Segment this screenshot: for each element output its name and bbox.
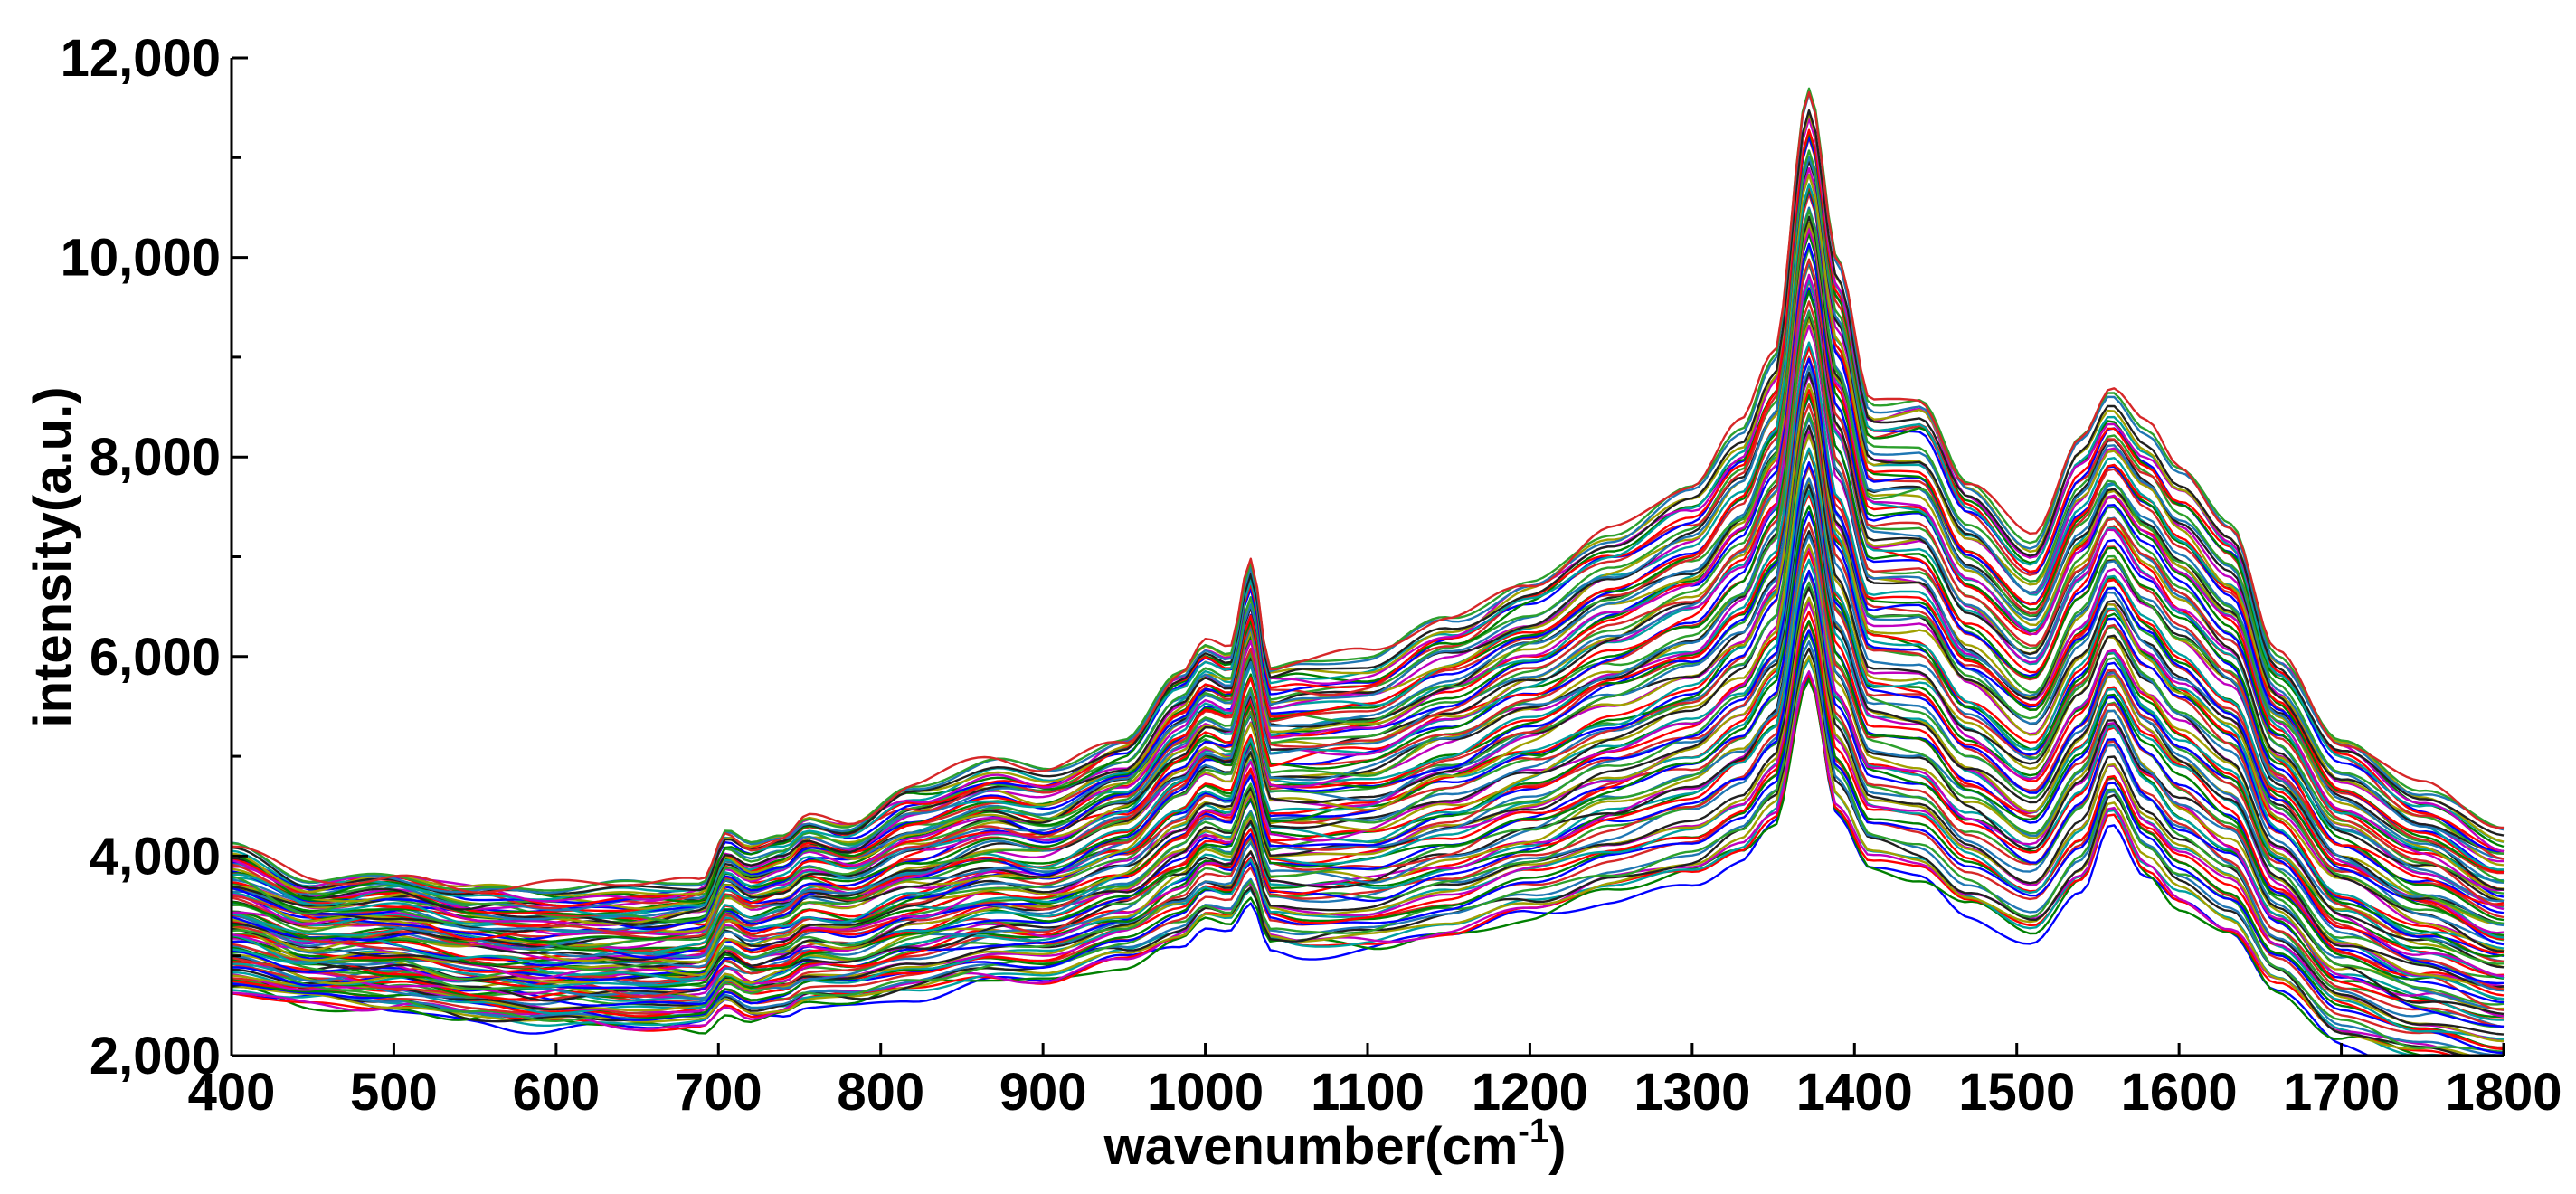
spectrum-line — [232, 222, 2505, 925]
y-tick-label: 2,000 — [90, 1027, 221, 1085]
spectrum-line — [231, 480, 2505, 990]
spectrum-line — [231, 670, 2504, 1057]
x-axis-label-suffix: ) — [1548, 1117, 1566, 1176]
x-tick-label: 800 — [837, 1063, 924, 1122]
spectrum-line — [231, 183, 2505, 916]
x-ticks: 400 500 600 700 800 900 1000 1100 1200 1300 1400 15… — [188, 1043, 2562, 1122]
spectrum-line — [231, 118, 2505, 903]
spectrum-line — [231, 228, 2505, 927]
x-tick-label: 500 — [350, 1063, 438, 1122]
y-tick-label: 12,000 — [61, 29, 221, 88]
y-tick-label: 8,000 — [90, 428, 221, 487]
spectrum-line — [231, 184, 2505, 915]
spectrum-line — [231, 412, 2505, 971]
x-tick-label: 1700 — [2283, 1063, 2400, 1122]
spectrum-line — [232, 558, 2505, 1021]
spectrum-line — [231, 629, 2505, 1055]
spectrum-line — [231, 521, 2505, 1011]
spectrum-line — [231, 510, 2505, 1004]
series-group — [231, 87, 2505, 1057]
x-tick-label: 1400 — [1796, 1063, 1913, 1122]
x-tick-label: 700 — [675, 1063, 762, 1122]
x-axis-label: wavenumber(cm-1) — [1103, 1113, 1567, 1176]
spectrum-line — [231, 87, 2505, 892]
spectrum-line — [231, 655, 2504, 1057]
spectrum-line — [231, 569, 2505, 1028]
spectrum-line — [231, 610, 2505, 1050]
x-tick-label: 1100 — [1311, 1063, 1425, 1122]
spectrum-line — [231, 461, 2505, 985]
spectrum-line — [231, 658, 2504, 1057]
spectrum-line — [231, 310, 2505, 950]
spectrum-line — [231, 215, 2505, 925]
spectrum-line — [231, 206, 2505, 921]
spectrum-line — [231, 596, 2505, 1043]
spectrum-line — [231, 109, 2505, 896]
spectrum-line — [231, 290, 2505, 943]
x-tick-label: 900 — [999, 1063, 1087, 1122]
spectrum-line — [231, 135, 2505, 905]
spectrum-line — [231, 346, 2505, 954]
x-tick-label: 1000 — [1147, 1063, 1264, 1122]
x-tick-label: 600 — [512, 1063, 600, 1122]
x-tick-label: 1600 — [2121, 1063, 2238, 1122]
spectrum-line — [231, 156, 2505, 912]
x-tick-label: 1200 — [1472, 1063, 1588, 1122]
spectrum-line — [231, 433, 2505, 977]
spectrum-line — [231, 447, 2505, 981]
spectrum-line — [231, 534, 2505, 1011]
y-ticks: 2,000 4,000 6,000 8,000 10,000 12,000 — [61, 29, 248, 1085]
spectrum-line — [231, 383, 2505, 963]
spectrum-line — [231, 489, 2505, 1000]
spectrum-line — [231, 128, 2505, 907]
y-tick-label: 6,000 — [90, 628, 221, 687]
y-tick-label: 4,000 — [90, 827, 221, 886]
y-tick-label: 10,000 — [61, 229, 221, 288]
y-axis-label: intensity(a.u.) — [24, 386, 82, 727]
x-tick-label: 1500 — [1958, 1063, 2075, 1122]
spectrum-line — [231, 365, 2505, 959]
spectrum-line — [231, 111, 2505, 897]
x-tick-label: 400 — [188, 1063, 276, 1122]
x-axis-label-superscript: -1 — [1518, 1113, 1548, 1151]
spectrum-line — [231, 258, 2505, 935]
spectrum-line — [231, 371, 2505, 962]
spectrum-line — [231, 90, 2505, 894]
x-tick-label: 1300 — [1634, 1063, 1750, 1122]
x-tick-label: 1800 — [2445, 1063, 2562, 1122]
